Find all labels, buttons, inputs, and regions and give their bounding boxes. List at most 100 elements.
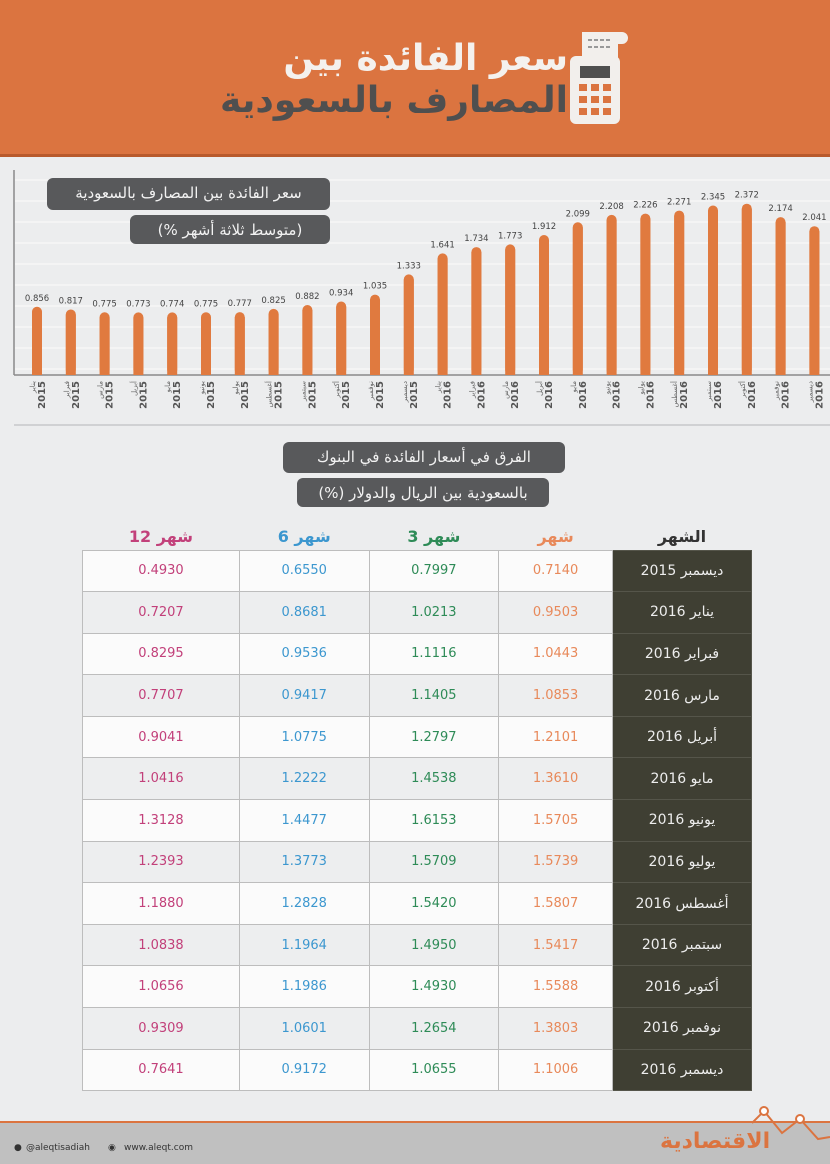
- data-label: 2.345: [701, 193, 725, 203]
- bar-body: [302, 310, 313, 375]
- x-tick-month: ديسمبر: [806, 381, 814, 403]
- table-row: 1.1880 1.2828 1.5420 1.5807 أغسطس 2016: [82, 882, 752, 925]
- web-icon: ◉: [108, 1143, 116, 1153]
- row-label: أغسطس 2016: [612, 882, 752, 925]
- cell-m12: 1.1880: [82, 882, 240, 925]
- x-tick-year: 2015: [375, 381, 386, 409]
- page-title-line1: سعر الفائدة بين: [283, 38, 568, 79]
- row-label: أكتوبر 2016: [612, 965, 752, 1009]
- x-tick-year: 2015: [172, 381, 183, 409]
- page-title-line2: المصارف بالسعودية: [220, 80, 568, 121]
- bar-body: [505, 249, 516, 375]
- cell-m3: 1.5709: [368, 840, 500, 884]
- table-row: 1.0838 1.1964 1.4950 1.5417 سبتمبر 2016: [82, 923, 752, 967]
- twitter-icon: ●: [14, 1143, 22, 1153]
- table-row: 0.9309 1.0601 1.2654 1.3803 نوفمبر 2016: [82, 1007, 752, 1050]
- x-tick-month: أكتوبر: [332, 381, 341, 399]
- x-tick-month: سبتمبر: [705, 381, 713, 402]
- bar-body: [572, 227, 583, 375]
- header-6m: 6 شهر: [277, 527, 331, 547]
- x-tick-year: 2015: [71, 381, 82, 409]
- cell-m6: 1.2222: [238, 757, 370, 801]
- cell-m12: 1.3128: [82, 799, 240, 842]
- cell-m1: 0.9503: [498, 591, 613, 634]
- cell-m6: 1.1964: [238, 923, 370, 967]
- bar-body: [437, 258, 448, 375]
- x-tick-year: 2015: [409, 381, 420, 409]
- data-label: 0.775: [92, 299, 116, 309]
- x-tick-year: 2016: [510, 381, 521, 409]
- bar-body: [268, 313, 279, 375]
- bar-body: [32, 311, 42, 375]
- row-label: يناير 2016: [612, 591, 752, 634]
- header-12m: 12 شهر: [128, 527, 193, 547]
- brand-logo: الاقتصادية: [660, 1129, 771, 1154]
- row-label: يوليو 2016: [612, 840, 752, 884]
- bar-body: [133, 317, 144, 375]
- x-tick-month: يوليو: [232, 381, 240, 395]
- x-tick-year: 2016: [747, 381, 758, 409]
- cell-m12: 1.0838: [82, 923, 240, 967]
- header-banner: سعر الفائدة بين المصارف بالسعودية: [0, 0, 830, 157]
- cell-m1: 0.7140: [498, 549, 613, 593]
- twitter-handle[interactable]: @aleqtisadiah: [26, 1143, 90, 1153]
- header-month: الشهر: [657, 527, 707, 547]
- x-tick-year: 2016: [679, 381, 690, 409]
- row-label: نوفمبر 2016: [612, 1007, 752, 1050]
- data-label: 0.825: [261, 296, 285, 306]
- cell-m1: 1.5705: [498, 799, 613, 842]
- table-title-line2: بالسعودية بين الريال والدولار (%): [297, 478, 549, 507]
- cell-m3: 1.2797: [368, 715, 500, 759]
- bar-body: [99, 317, 110, 375]
- x-tick-year: 2015: [138, 381, 149, 409]
- cell-m12: 0.7641: [82, 1048, 240, 1092]
- row-label: يونيو 2016: [612, 799, 752, 842]
- header-1m: شهر: [537, 527, 574, 547]
- cell-m3: 1.5420: [368, 882, 500, 925]
- x-tick-month: مايو: [570, 381, 578, 394]
- table-row: 0.9041 1.0775 1.2797 1.2101 أبريل 2016: [82, 715, 752, 759]
- x-tick-month: يوليو: [637, 381, 645, 395]
- calculator-receipt-icon: [570, 32, 628, 124]
- table-row: 0.7641 0.9172 1.0655 1.1006 ديسمبر 2016: [82, 1048, 752, 1092]
- data-label: 0.777: [228, 299, 252, 309]
- table-row: 0.8295 0.9536 1.1116 1.0443 فبراير 2016: [82, 632, 752, 676]
- x-tick-month: فبراير: [468, 381, 476, 399]
- table-title-line1: الفرق في أسعار الفائدة في البنوك: [283, 442, 565, 473]
- cell-m12: 0.4930: [82, 549, 240, 593]
- data-label: 2.271: [667, 198, 691, 208]
- table-row: 1.0656 1.1986 1.4930 1.5588 أكتوبر 2016: [82, 965, 752, 1009]
- x-tick-month: مارس: [97, 381, 105, 399]
- website-link[interactable]: www.aleqt.com: [124, 1143, 193, 1153]
- header-3m: 3 شهر: [407, 527, 461, 547]
- cell-m6: 1.4477: [238, 799, 370, 842]
- data-label: 0.817: [59, 296, 83, 306]
- cell-m1: 1.5417: [498, 923, 613, 967]
- data-label: 1.734: [464, 234, 488, 244]
- x-tick-month: أكتوبر: [738, 381, 747, 399]
- bar-body: [336, 306, 347, 375]
- data-label: 1.641: [430, 240, 454, 250]
- bar-body: [539, 239, 549, 375]
- data-label: 0.774: [160, 299, 184, 309]
- row-label: ديسمبر 2016: [612, 1048, 752, 1092]
- cell-m12: 0.9309: [82, 1007, 240, 1050]
- x-tick-month: يناير: [435, 381, 443, 394]
- data-label: 2.174: [768, 204, 792, 214]
- table-row: 1.0416 1.2222 1.4538 1.3610 مايو 2016: [82, 757, 752, 801]
- x-tick-month: أغسطس: [265, 381, 274, 408]
- data-label: 1.773: [498, 231, 522, 241]
- x-tick-month: فبراير: [63, 381, 71, 399]
- bar-body: [741, 208, 752, 375]
- data-label: 0.882: [295, 292, 319, 302]
- cell-m1: 1.1006: [498, 1048, 613, 1092]
- cell-m3: 1.0655: [368, 1048, 500, 1092]
- bar-body: [234, 317, 245, 375]
- cell-m3: 1.6153: [368, 799, 500, 842]
- footer: ● @aleqtisadiah ◉ www.aleqt.com الاقتصاد…: [0, 1106, 830, 1164]
- bar-body: [167, 317, 178, 375]
- x-tick-month: ديسمبر: [401, 381, 409, 403]
- row-label: ديسمبر 2015: [612, 549, 752, 593]
- bar-body: [640, 218, 651, 375]
